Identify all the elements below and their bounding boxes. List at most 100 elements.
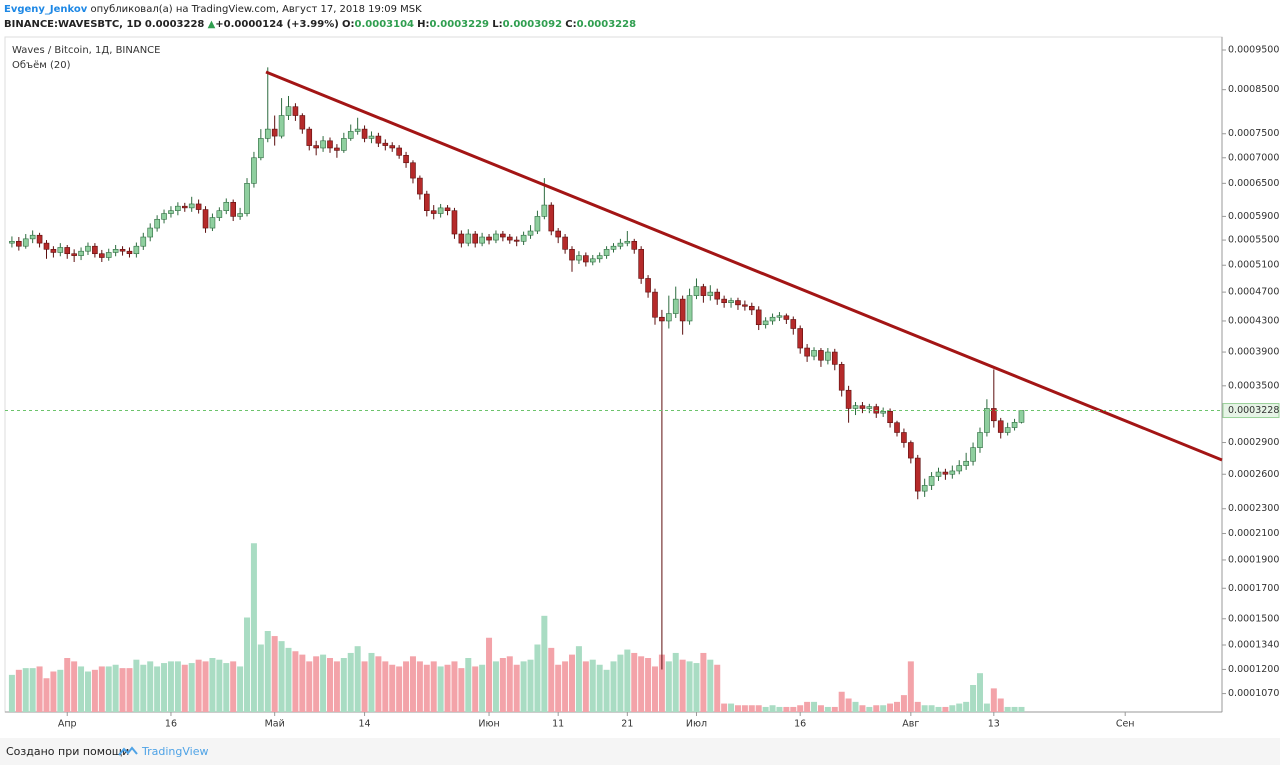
volume-bar (513, 664, 520, 712)
candle-body (624, 240, 631, 244)
candle-body (147, 227, 154, 238)
candle-body (562, 236, 568, 250)
candle-body (223, 201, 230, 211)
candle-body (707, 291, 714, 296)
x-tick-label: Апр (58, 719, 77, 730)
volume-bar (575, 646, 582, 712)
candle-body (831, 351, 838, 365)
candle-body (631, 240, 638, 250)
x-tick-label: Май (265, 719, 285, 730)
candle-body (389, 145, 396, 149)
footer-text: Создано при помощи (6, 745, 130, 758)
volume-bar (230, 661, 237, 712)
candle-body (804, 347, 810, 357)
volume-bar (389, 664, 396, 712)
volume-bar (555, 664, 562, 712)
volume-bar (71, 661, 78, 712)
candle-body (686, 295, 693, 322)
ohlc-value: 0.0003228 (576, 19, 637, 30)
candle-body (583, 255, 589, 263)
candle-body (119, 249, 126, 252)
x-tick-label: 13 (988, 719, 1000, 730)
y-tick-label: 0.0004300 (1228, 315, 1279, 326)
brand-logo (118, 746, 138, 756)
volume-bar (479, 664, 486, 712)
y-tick-label: 0.0001200 (1228, 664, 1279, 675)
candle-body (997, 420, 1004, 433)
volume-bar (824, 706, 831, 712)
volume-bar (1004, 706, 1011, 712)
volume-bar (29, 668, 36, 712)
last-price-box (1222, 403, 1280, 419)
candle-body (672, 298, 679, 314)
volume-bar (1018, 706, 1025, 712)
volume-bar (472, 666, 479, 712)
volume-bar (859, 705, 866, 712)
candle-body (43, 242, 50, 250)
y-tick-label: 0.0005900 (1228, 211, 1279, 222)
candle-body (22, 238, 29, 247)
volume-bar (562, 661, 569, 712)
candle-body (845, 389, 852, 409)
volume-bar (98, 666, 105, 712)
candle-body (859, 405, 866, 409)
candle-body (181, 205, 188, 209)
candle-body (444, 207, 451, 211)
candle-body (534, 216, 541, 232)
candle-body (852, 405, 859, 409)
volume-bar (50, 671, 57, 712)
volume-bar (140, 664, 147, 712)
author-link[interactable]: Evgeny_Jenkov (4, 4, 88, 15)
ohlc-value: 0.0003229 (429, 19, 490, 30)
candle-body (589, 258, 596, 263)
volume-bar (486, 637, 493, 712)
candle-body (679, 298, 686, 322)
candle-body (700, 286, 707, 296)
volume-bar (271, 636, 278, 712)
candle-body (154, 218, 160, 229)
candle-body (258, 138, 264, 159)
candle-body (479, 236, 485, 244)
volume-bar (935, 706, 942, 712)
volume-bar (1011, 706, 1018, 712)
candle-body (1004, 427, 1011, 433)
volume-bar (569, 654, 576, 712)
volume-bar (202, 661, 209, 712)
candle-body (251, 157, 257, 184)
candle-body (306, 128, 313, 146)
x-tick-label: Авг (902, 719, 919, 730)
y-tick-label: 0.0004700 (1228, 287, 1279, 298)
chart: Waves / Bitcoin, 1Д, BINANCE Объём (20) … (4, 36, 1280, 730)
candle-body (85, 245, 91, 252)
volume-bar (299, 654, 306, 712)
candle-body (140, 236, 147, 247)
volume-bar (181, 664, 188, 712)
x-tick-label: Сен (1116, 719, 1135, 730)
candle-body (105, 252, 112, 258)
candle-body (638, 249, 644, 279)
volume-bar (223, 663, 230, 712)
volume-bar (444, 664, 451, 712)
volume-bar (880, 705, 887, 712)
candle-body (790, 319, 797, 329)
y-tick-label: 0.0009500 (1228, 44, 1279, 55)
candle-body (493, 233, 499, 241)
candle-body (1018, 410, 1025, 423)
candle-body (175, 205, 181, 211)
candle-body (880, 410, 886, 414)
volume-bar (403, 661, 410, 712)
ohlc-label: H: (417, 19, 430, 30)
volume-bar (748, 705, 755, 712)
last-price-label: 0.0003228 (1228, 405, 1279, 416)
axis-layer: 0.0009500 0.0008500 0.0007500 0.0007000 0.00… (5, 44, 1280, 730)
candle-body (57, 247, 64, 253)
candle-body (292, 106, 299, 116)
candle-body (92, 245, 98, 255)
volume-bar (721, 703, 728, 712)
volume-bar (244, 617, 251, 712)
brand-link[interactable]: TradingView (142, 745, 209, 758)
y-tick-label: 0.0002600 (1228, 469, 1279, 480)
candle-body (451, 210, 458, 235)
candle-body (465, 233, 472, 244)
